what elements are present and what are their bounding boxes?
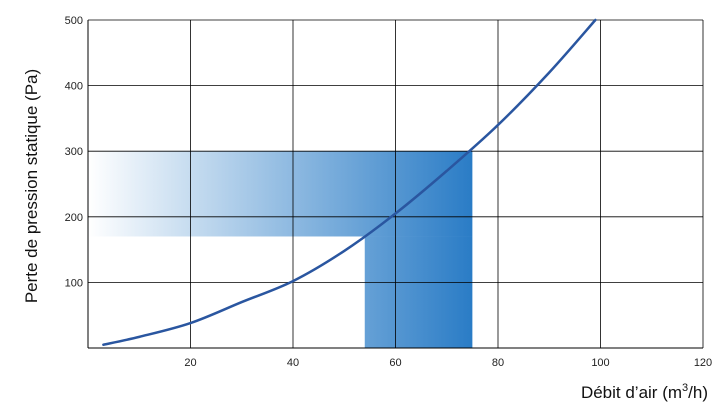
x-tick-label-60: 60 [389, 357, 401, 369]
y-tick-label-100: 100 [65, 277, 83, 289]
shaded-region-2 [365, 236, 473, 348]
y-tick-label-400: 400 [65, 81, 83, 93]
y-tick-label-200: 200 [65, 212, 83, 224]
shaded-regions [88, 151, 472, 348]
x-axis-label: Débit d’air (m3/h) [581, 382, 708, 402]
x-tick-label-40: 40 [287, 357, 299, 369]
x-axis-label-main: Débit d’air (m [581, 383, 682, 402]
y-axis-label: Perte de pression statique (Pa) [22, 69, 41, 303]
shaded-region-1 [88, 151, 472, 236]
x-tick-label-120: 120 [694, 357, 712, 369]
y-tick-label-500: 500 [65, 15, 83, 27]
x-axis-label-end: /h) [688, 383, 708, 402]
x-tick-label-20: 20 [184, 357, 196, 369]
x-tick-label-100: 100 [591, 357, 609, 369]
x-tick-label-80: 80 [492, 357, 504, 369]
y-tick-label-300: 300 [65, 146, 83, 158]
